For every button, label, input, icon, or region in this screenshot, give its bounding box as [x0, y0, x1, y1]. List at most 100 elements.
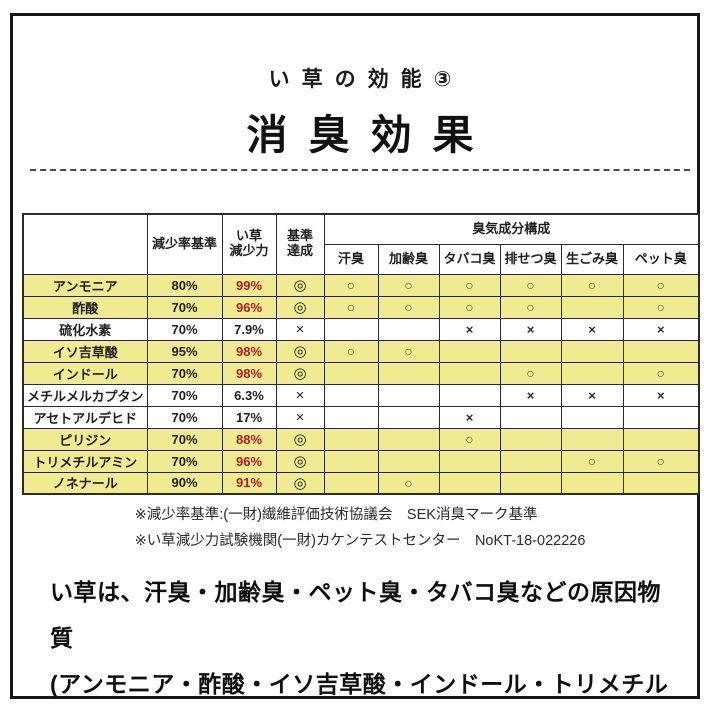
odor-mark-cell	[377, 427, 440, 451]
igusa-power-cell: 98%	[221, 361, 277, 385]
dashed-divider	[30, 169, 690, 171]
standard-met-cell: ◎	[275, 295, 325, 319]
odor-mark-cell	[560, 295, 624, 319]
substance-name-cell: インドール	[22, 361, 148, 385]
odor-mark-cell	[499, 405, 562, 429]
odor-mark-cell: ○	[622, 273, 700, 297]
page-title: 消臭効果	[246, 112, 495, 158]
table-row: ピリジン 70% 88% ◎ ○	[22, 427, 700, 451]
standard-met-cell: ×	[275, 317, 325, 341]
odor-mark-cell: ○	[377, 471, 440, 495]
reduction-standard-cell: 70%	[146, 361, 223, 385]
reduction-standard-cell: 70%	[146, 383, 223, 407]
odor-mark-cell: ×	[560, 317, 624, 341]
odor-column-header: タバコ臭	[438, 243, 501, 275]
odor-mark-cell	[622, 471, 700, 495]
footnotes: ※減少率基準:(一財)繊維評価技術協議会 SEK消臭マーク基準 ※い草減少力試験…	[0, 502, 720, 554]
odor-mark-cell	[499, 427, 562, 451]
page-subtitle: い草の効能③	[268, 68, 464, 91]
reduction-standard-cell: 70%	[146, 449, 223, 473]
odor-column-header: ペット臭	[622, 243, 700, 275]
reduction-standard-cell: 70%	[146, 295, 223, 319]
odor-mark-cell: ○	[499, 295, 562, 319]
substance-name-cell: 硫化水素	[22, 317, 148, 341]
table-row: インドール 70% 98% ◎ ○ ○	[22, 361, 700, 385]
standard-met-cell: ◎	[275, 471, 325, 495]
odor-mark-cell: ○	[377, 273, 440, 297]
odor-mark-cell	[377, 405, 440, 429]
igusa-power-cell: 88%	[221, 427, 277, 451]
table-row: アンモニア 80% 99% ◎ ○ ○ ○ ○ ○ ○	[22, 273, 700, 297]
standard-met-cell: ◎	[275, 427, 325, 451]
standard-met-cell: ◎	[275, 361, 325, 385]
odor-mark-cell	[323, 317, 379, 341]
odor-mark-cell	[323, 449, 379, 473]
odor-mark-cell	[323, 361, 379, 385]
odor-mark-cell	[438, 449, 501, 473]
substance-name-cell: ピリジン	[22, 427, 148, 451]
standard-met-cell: ◎	[275, 339, 325, 363]
odor-mark-cell: ○	[438, 295, 501, 319]
header-standard-met: 基準 達成	[275, 213, 325, 275]
odor-mark-cell: ×	[438, 317, 501, 341]
description-paragraph: い草は、汗臭・加齢臭・ペット臭・タバコ臭などの原因物質 (アンモニア・酢酸・イソ…	[50, 569, 682, 720]
odor-mark-cell	[323, 427, 379, 451]
igusa-power-cell: 6.3%	[221, 383, 277, 407]
standard-met-cell: ×	[275, 383, 325, 407]
table-row: メチルメルカプタン 70% 6.3% × × × ×	[22, 383, 700, 407]
odor-mark-cell	[438, 383, 501, 407]
reduction-standard-cell: 90%	[146, 471, 223, 495]
standard-met-cell: ◎	[275, 449, 325, 473]
odor-mark-cell	[323, 471, 379, 495]
odor-mark-cell	[499, 449, 562, 473]
reduction-standard-cell: 70%	[146, 405, 223, 429]
footnote-test-organization: ※い草減少力試験機関(一財)カケンテストセンター NoKT-18-022226	[134, 533, 586, 549]
odor-mark-cell	[622, 339, 700, 363]
corner-cell	[22, 213, 148, 275]
substance-name-cell: アセトアルデヒド	[22, 405, 148, 429]
odor-mark-cell	[323, 405, 379, 429]
odor-mark-cell	[499, 339, 562, 363]
odor-mark-cell: ○	[438, 427, 501, 451]
odor-mark-cell: ○	[560, 273, 624, 297]
odor-mark-cell: ○	[622, 295, 700, 319]
odor-column-header: 加齢臭	[377, 243, 440, 275]
odor-mark-cell: ×	[438, 405, 501, 429]
odor-mark-cell: ×	[560, 383, 624, 407]
odor-mark-cell	[560, 405, 624, 429]
odor-mark-cell: ○	[323, 295, 379, 319]
igusa-power-cell: 98%	[221, 339, 277, 363]
odor-mark-cell: ×	[499, 317, 562, 341]
igusa-power-cell: 96%	[221, 449, 277, 473]
odor-mark-cell: ○	[323, 339, 379, 363]
reduction-standard-cell: 70%	[146, 427, 223, 451]
odor-mark-cell	[438, 471, 501, 495]
header-igusa-power: い草 減少力	[221, 213, 277, 275]
odor-mark-cell	[323, 383, 379, 407]
odor-mark-cell: ×	[499, 383, 562, 407]
odor-mark-cell: ○	[499, 361, 562, 385]
substance-name-cell: ノネナール	[22, 471, 148, 495]
igusa-power-cell: 99%	[221, 273, 277, 297]
deodorizing-effect-table: 減少率基準 い草 減少力 基準 達成 臭気成分構成 汗臭 加齢臭 タバコ臭 排せつ臭 生ごみ…	[22, 213, 701, 495]
standard-met-cell: ◎	[275, 273, 325, 297]
odor-mark-cell	[622, 427, 700, 451]
odor-mark-cell	[499, 471, 562, 495]
table-row: イソ吉草酸 95% 98% ◎ ○ ○	[22, 339, 700, 363]
igusa-power-cell: 91%	[221, 471, 277, 495]
table-header-row-1: 減少率基準 い草 減少力 基準 達成 臭気成分構成	[22, 213, 700, 275]
odor-column-header: 排せつ臭	[499, 243, 562, 275]
table-row: 硫化水素 70% 7.9% × × × × ×	[22, 317, 700, 341]
odor-mark-cell: ○	[622, 449, 700, 473]
header-reduction-standard: 減少率基準	[146, 213, 223, 275]
odor-mark-cell	[560, 361, 624, 385]
odor-mark-cell	[622, 405, 700, 429]
description-line-1: い草は、汗臭・加齢臭・ペット臭・タバコ臭などの原因物質	[50, 579, 661, 651]
igusa-power-cell: 96%	[221, 295, 277, 319]
substance-name-cell: メチルメルカプタン	[22, 383, 148, 407]
table-row: 酢酸 70% 96% ◎ ○ ○ ○ ○ ○	[22, 295, 700, 319]
reduction-standard-cell: 70%	[146, 317, 223, 341]
substance-name-cell: イソ吉草酸	[22, 339, 148, 363]
substance-name-cell: アンモニア	[22, 273, 148, 297]
